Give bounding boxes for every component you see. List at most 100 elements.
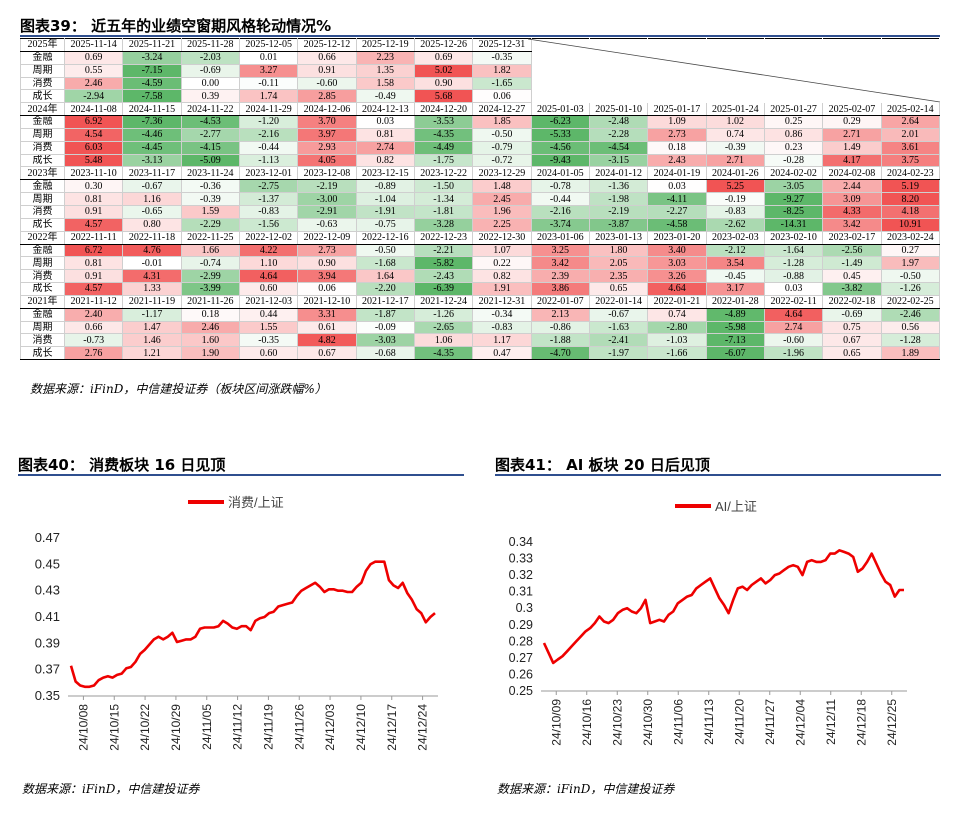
date-header-cell: 2025-01-27 [763,102,824,117]
value-cell: -2.29 [180,217,240,232]
value-cell: 4.33 [822,204,882,219]
value-cell: 1.58 [355,76,415,91]
value-cell: 3.97 [297,127,357,142]
value-cell: -1.13 [238,153,299,168]
value-cell: 2.13 [530,307,590,322]
date-header-cell: 2022-11-11 [63,230,124,245]
value-cell: -3.82 [822,282,882,296]
empty-cell [705,89,765,104]
value-cell: -3.53 [413,115,474,129]
value-cell: -1.98 [588,192,649,206]
value-cell: -1.04 [355,192,415,206]
empty-cell [530,63,590,78]
value-cell: 3.27 [238,63,299,78]
value-cell: -2.20 [355,282,415,296]
value-cell: 0.74 [647,307,707,322]
date-header-cell: 2023-11-24 [180,166,240,181]
value-cell: -3.28 [413,217,474,232]
value-cell: 5.19 [880,179,941,194]
value-cell: -6.39 [413,282,474,296]
row-label: 消费 [20,76,65,91]
value-cell: 0.80 [122,217,182,232]
row-label: 成长 [20,282,65,296]
y-tick-label: 0.37 [35,662,60,677]
value-cell: -5.09 [180,153,240,168]
year-label: 2022年 [20,230,65,245]
style-rotation-table: 2025年 2025-11-14 2025-11-21 2025-11-28 2025-… [20,38,941,361]
value-cell: -0.65 [122,204,182,219]
value-cell: 0.91 [63,269,124,284]
value-cell: 1.82 [472,63,532,78]
x-tick-label: 24/10/09 [549,699,563,746]
value-cell: 1.06 [413,333,474,348]
value-cell: -2.28 [588,127,649,142]
value-cell: 1.49 [822,140,882,155]
value-cell: 1.59 [180,204,240,219]
value-cell: -2.91 [297,204,357,219]
value-cell: 2.85 [297,89,357,104]
value-cell: 3.94 [297,269,357,284]
fig41-title-rule [495,474,941,476]
value-cell: -3.15 [588,153,649,168]
value-cell: 5.68 [413,89,474,104]
date-header-cell: 2025-01-10 [588,102,649,117]
value-cell: 1.74 [238,89,299,104]
value-cell: 0.66 [63,320,124,335]
value-cell: -1.28 [880,333,941,348]
value-cell: -1.63 [588,320,649,335]
table-header-row: 2021年 2021-11-12 2021-11-19 2021-11-26 2021-… [20,294,941,309]
value-cell: -1.75 [413,153,474,168]
empty-cell [880,63,941,78]
date-header-cell: 2022-12-23 [413,230,474,245]
x-tick-label: 24/12/04 [793,699,807,746]
empty-cell [647,38,707,52]
date-header-cell: 2025-11-21 [122,38,182,52]
value-cell: -3.13 [122,153,182,168]
fig40-title: 图表40： 消费板块 16 日见顶 [18,456,226,474]
date-header-cell: 2023-12-15 [355,166,415,181]
value-cell: -2.99 [180,269,240,284]
row-label: 周期 [20,320,65,335]
table-row: 周期 0.81 1.16 -0.39 -1.37 -3.00 -1.04 -1.34 2.45-… [20,192,941,206]
date-header-cell: 2024-02-02 [763,166,824,181]
value-cell: 0.44 [238,307,299,322]
value-cell: 2.23 [355,50,415,65]
value-cell: -2.16 [530,204,590,219]
value-cell: 2.43 [647,153,707,168]
value-cell: -2.46 [880,307,941,322]
year-label: 2021年 [20,294,65,309]
y-tick-label: 0.47 [35,530,60,545]
date-header-cell: 2024-02-08 [822,166,882,181]
row-label: 金融 [20,50,65,65]
fig39-title: 图表39： 近五年的业绩空窗期风格轮动情况% [20,17,332,35]
value-cell: -0.19 [705,192,765,206]
value-cell: -4.46 [122,127,182,142]
value-cell: -1.26 [880,282,941,296]
y-tick-label: 0.45 [35,556,60,571]
empty-cell [822,50,882,65]
empty-cell [588,38,649,52]
table-row: 消费 2.46 -4.59 0.00 -0.11 -0.60 1.58 0.90 -1.65 [20,76,941,91]
value-cell: -0.69 [180,63,240,78]
value-cell: 4.64 [763,307,824,322]
date-header-cell: 2023-01-13 [588,230,649,245]
date-header-cell: 2024-01-26 [705,166,765,181]
value-cell: -0.35 [472,50,532,65]
value-cell: 1.80 [588,243,649,258]
y-tick-label: 0.35 [35,688,60,703]
row-label: 成长 [20,346,65,361]
table-row: 金融 0.30 -0.67 -0.36 -2.75 -2.19 -0.89 -1.50 1.48… [20,179,941,194]
value-cell: -1.64 [763,243,824,258]
value-cell: -2.48 [588,115,649,129]
value-cell: 8.20 [880,192,941,206]
value-cell: 4.82 [297,333,357,348]
value-cell: 5.48 [63,153,124,168]
date-header-cell: 2022-12-02 [238,230,299,245]
row-label: 消费 [20,333,65,348]
value-cell: 0.75 [822,320,882,335]
value-cell: 3.17 [705,282,765,296]
y-tick-label: 0.28 [509,634,533,648]
value-cell: 0.06 [472,89,532,104]
empty-cell [588,89,649,104]
y-tick-label: 0.26 [509,667,533,681]
